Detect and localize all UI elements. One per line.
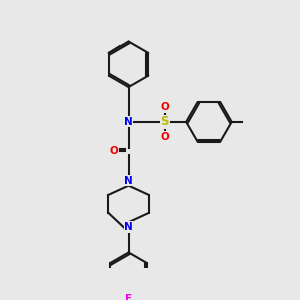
Text: O: O [160, 132, 169, 142]
Text: N: N [124, 176, 133, 186]
Text: N: N [124, 117, 133, 127]
Text: O: O [160, 102, 169, 112]
Text: S: S [160, 116, 169, 128]
Text: N: N [124, 222, 133, 232]
Text: O: O [110, 146, 118, 156]
Text: F: F [125, 294, 132, 300]
